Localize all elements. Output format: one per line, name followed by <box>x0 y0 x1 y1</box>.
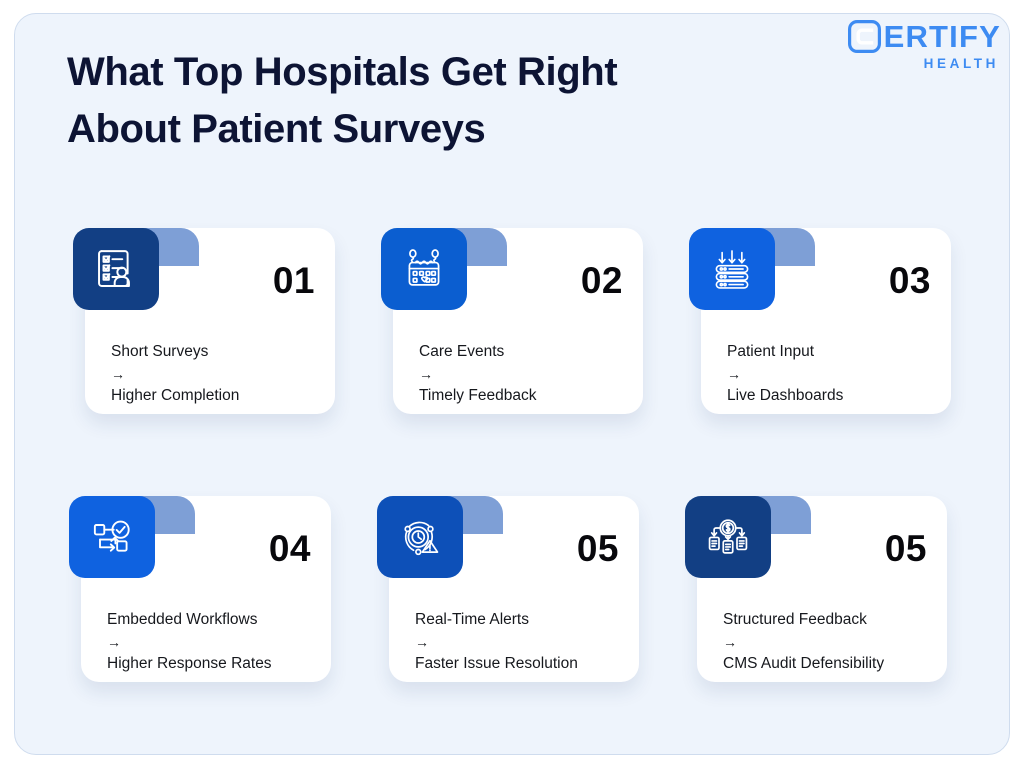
card-number: 02 <box>580 260 623 301</box>
card-cause: Care Events <box>419 343 505 360</box>
card-icon-tile <box>381 228 467 310</box>
card-icon-tile <box>685 496 771 578</box>
card-cause: Real-Time Alerts <box>415 611 529 628</box>
card-number: 05 <box>576 528 619 569</box>
arrow-right-icon: → <box>419 365 433 382</box>
card-text: Embedded Workflows → Higher Response Rat… <box>107 608 317 675</box>
arrow-right-icon: → <box>415 633 429 650</box>
card-number: 04 <box>268 528 311 569</box>
certify-c-mark-icon <box>847 20 881 53</box>
cards-grid: 01 Short Surveys → Higher Completion <box>67 214 987 682</box>
calendar-heart-balloons-icon <box>400 245 448 293</box>
arrow-right-icon: → <box>111 365 125 382</box>
card-cell: 03 Patient Input → Live Dashboards <box>683 214 951 414</box>
card-effect: Live Dashboards <box>727 386 844 404</box>
card-cell: 05 Real-Time Alerts → Faster Issue Resol… <box>375 482 639 682</box>
card-effect: Higher Completion <box>111 386 240 404</box>
header: What Top Hospitals Get Right About Patie… <box>67 44 969 164</box>
brand-logo: ERTIFY HEALTH <box>831 20 1001 71</box>
card-icon-tile <box>73 228 159 310</box>
arrow-right-icon: → <box>727 365 741 382</box>
card-cell: 04 Embedded Workflows → Higher Response … <box>67 482 331 682</box>
card-cause: Patient Input <box>727 343 815 360</box>
logo-subtitle: HEALTH <box>923 56 999 71</box>
arrows-into-server-stack-icon <box>709 246 755 292</box>
card-effect: Faster Issue Resolution <box>415 654 578 672</box>
card-effect: Higher Response Rates <box>107 654 272 672</box>
clipboard-checklist-person-icon <box>91 244 141 294</box>
logo-word: ERTIFY <box>883 19 1001 54</box>
card-number: 05 <box>884 528 927 569</box>
card-cell: 01 Short Surveys → Higher Completion <box>67 214 335 414</box>
card-text: Short Surveys → Higher Completion <box>111 340 321 407</box>
card-text: Patient Input → Live Dashboards <box>727 340 937 407</box>
content-panel: What Top Hospitals Get Right About Patie… <box>14 13 1010 755</box>
card-icon-tile <box>689 228 775 310</box>
card-cell: 02 Care Events → Timely Feedback <box>375 214 643 414</box>
clock-network-warning-icon <box>396 513 444 561</box>
card-icon-tile <box>69 496 155 578</box>
workflow-check-circle-icon <box>88 513 136 561</box>
card-icon-tile <box>377 496 463 578</box>
card-text: Structured Feedback → CMS Audit Defensib… <box>723 608 933 675</box>
card-cause: Short Surveys <box>111 343 209 360</box>
card-effect: Timely Feedback <box>419 386 537 404</box>
arrow-right-icon: → <box>723 633 737 650</box>
card-cause: Embedded Workflows <box>107 611 258 628</box>
card-number: 01 <box>272 260 315 301</box>
arrow-right-icon: → <box>107 633 121 650</box>
page-title: What Top Hospitals Get Right About Patie… <box>67 50 618 151</box>
card-text: Care Events → Timely Feedback <box>419 340 629 407</box>
card-text: Real-Time Alerts → Faster Issue Resoluti… <box>415 608 625 675</box>
logo-wordmark-row: ERTIFY <box>831 20 1001 53</box>
card-number: 03 <box>888 260 931 301</box>
card-effect: CMS Audit Defensibility <box>723 654 885 672</box>
dollar-coin-to-documents-icon <box>704 513 752 561</box>
card-cause: Structured Feedback <box>723 611 867 628</box>
card-cell: 05 Structured Feedback → CMS Audit Defen… <box>683 482 947 682</box>
